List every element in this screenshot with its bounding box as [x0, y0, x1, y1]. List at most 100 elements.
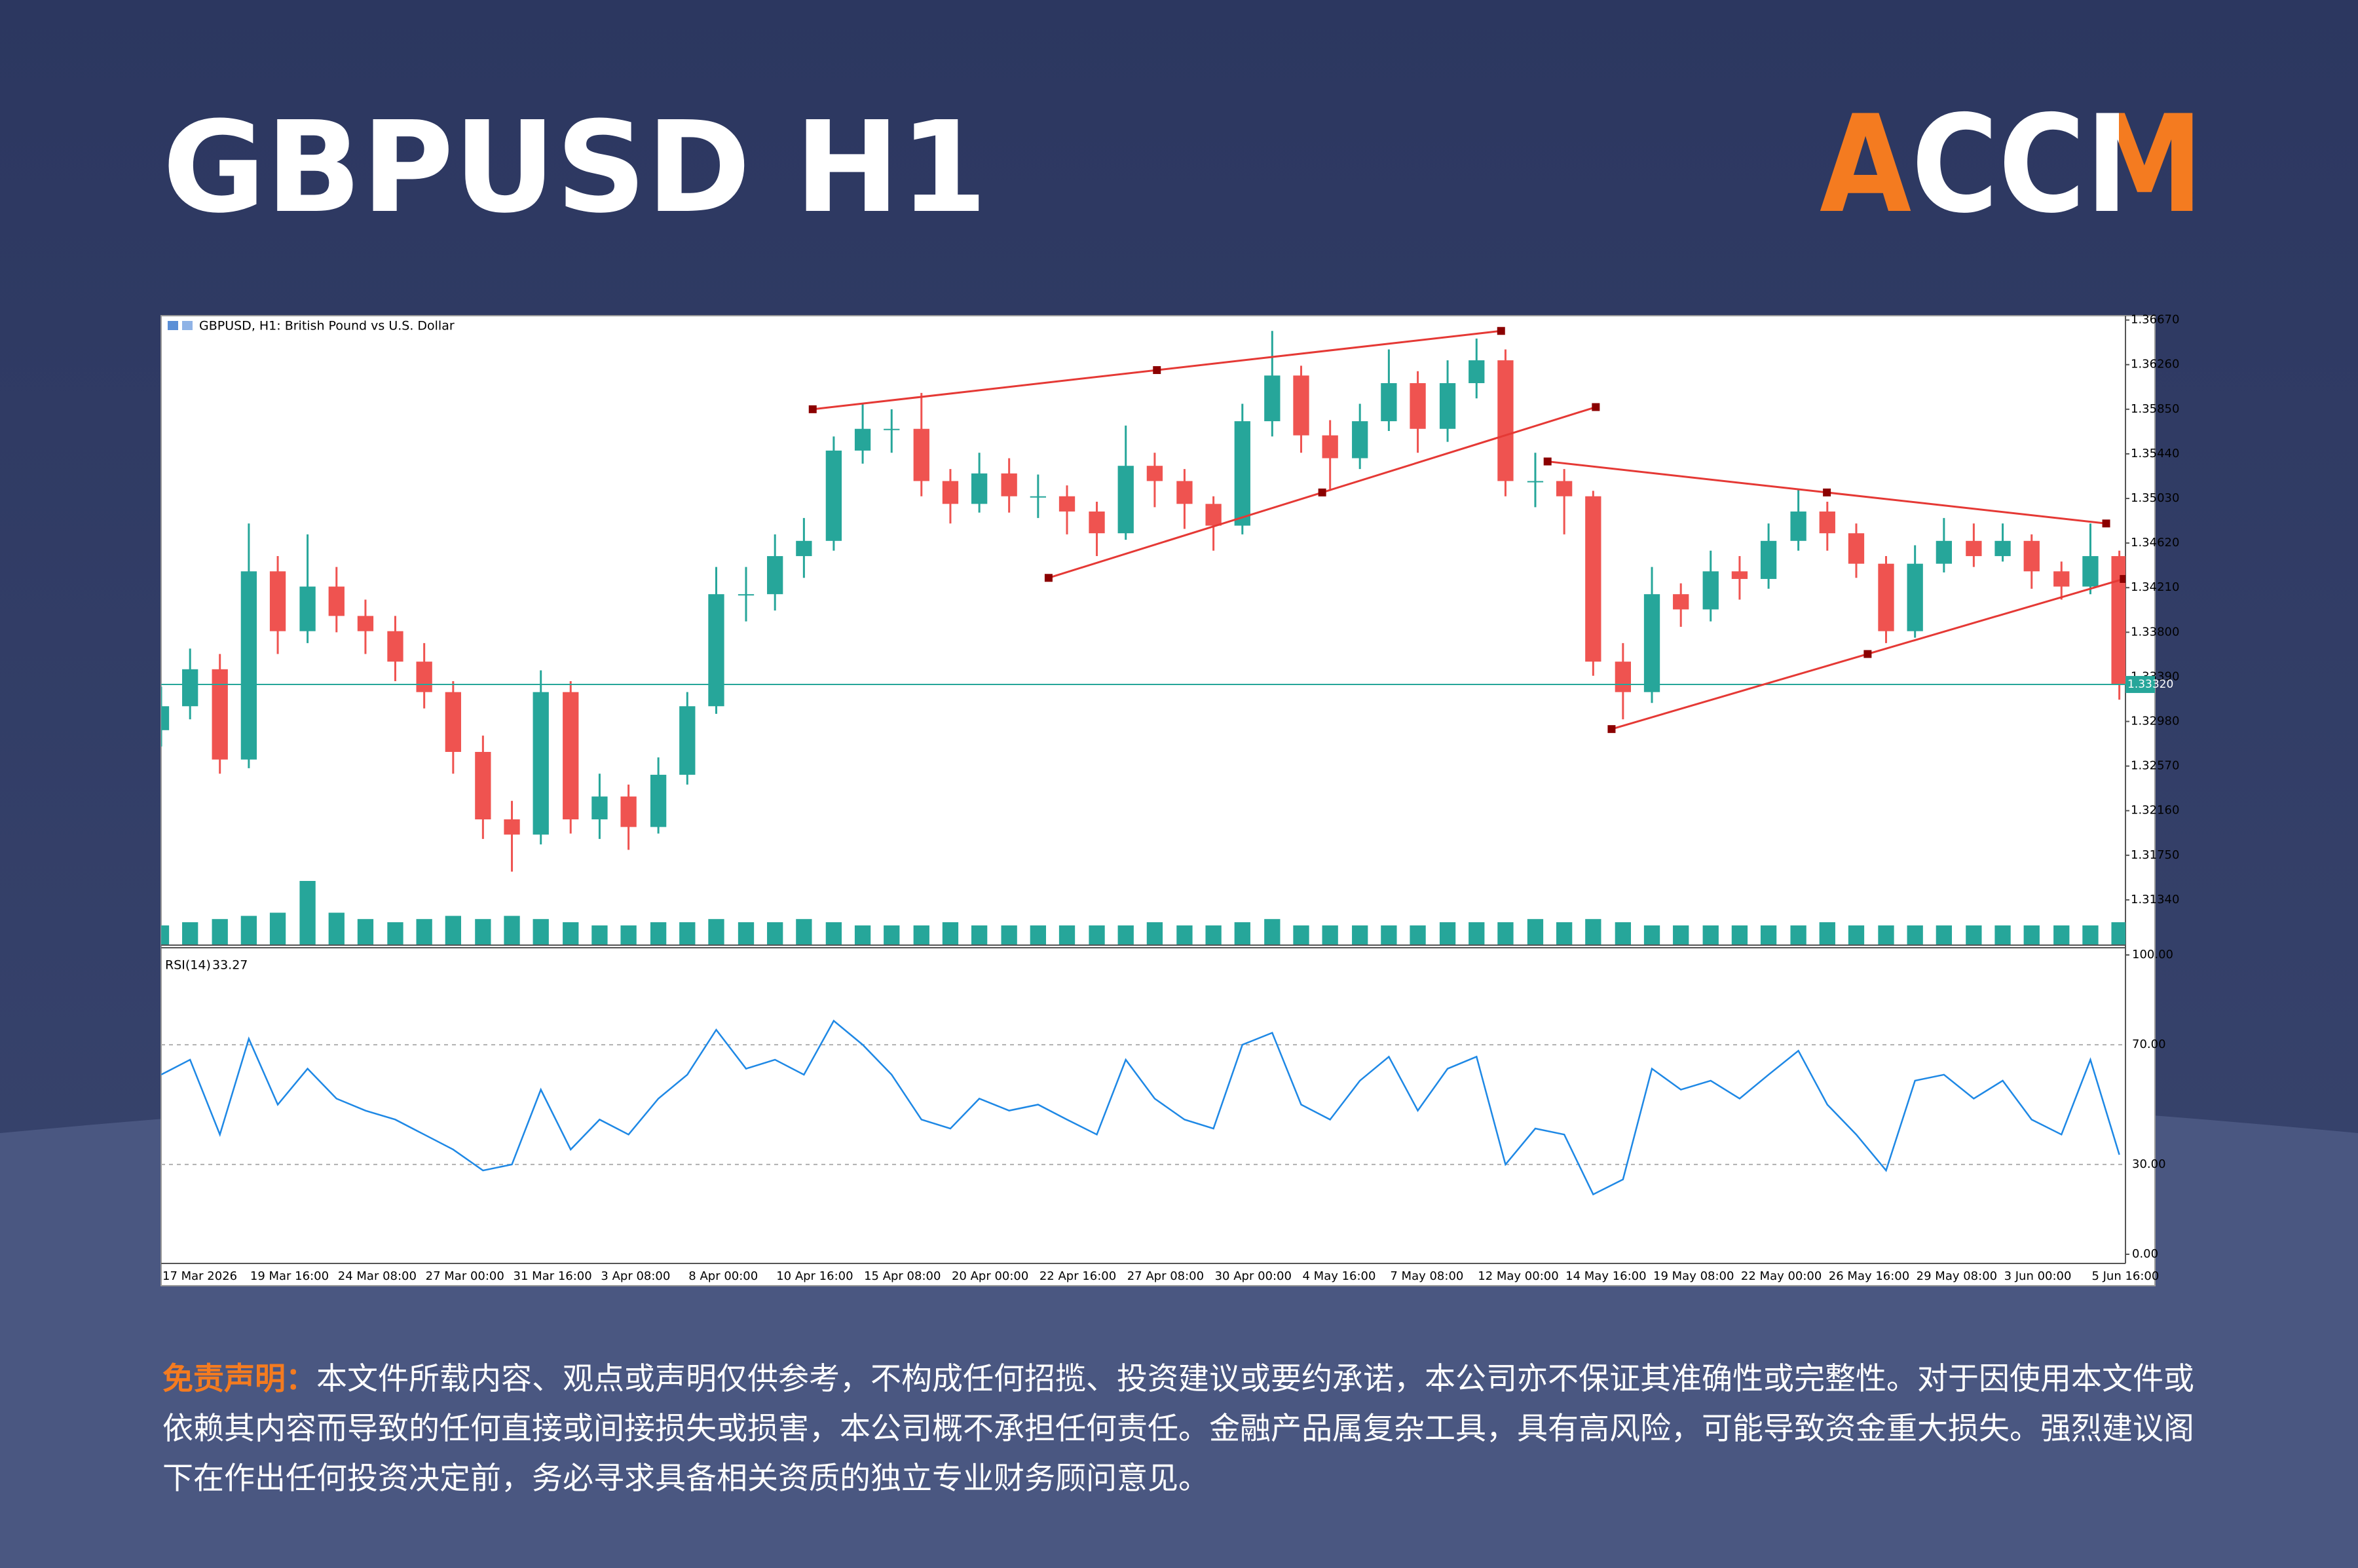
candle-body	[1643, 594, 1660, 692]
volume-bar	[1058, 925, 1076, 944]
candle-body	[2023, 540, 2040, 572]
volume-bar	[1878, 925, 1894, 944]
volume-bar	[475, 919, 491, 944]
candle-body	[387, 631, 403, 662]
candle-body	[1936, 540, 1953, 564]
volume-bar	[1731, 925, 1748, 944]
volume-bar	[1322, 925, 1338, 944]
volume-bar	[161, 925, 170, 944]
candle-body	[1731, 571, 1748, 579]
volume-bar	[1819, 922, 1835, 944]
icon	[168, 321, 178, 330]
volume-bar	[2053, 925, 2070, 944]
volume-bar	[299, 881, 316, 944]
trendline-mid-anchor	[1153, 366, 1161, 375]
volume-bar	[767, 922, 783, 944]
candle-body	[1205, 504, 1222, 526]
candle-body	[1410, 383, 1426, 429]
volume-bar	[445, 916, 461, 944]
volume-bar	[913, 925, 929, 944]
volume-bar	[1585, 919, 1601, 944]
candle-body	[1352, 421, 1368, 458]
trendline-anchor	[808, 405, 817, 413]
chart-panel: GBPUSD, H1: British Pound vs U.S. Dollar…	[160, 313, 2179, 1286]
volume-bar	[1469, 922, 1485, 944]
candle-body	[2053, 571, 2070, 587]
volume-bar	[1293, 925, 1309, 944]
volume-bar	[1030, 925, 1046, 944]
candle-body	[161, 706, 170, 730]
volume-bar	[416, 919, 432, 944]
candle-body	[1497, 360, 1514, 481]
volume-bar	[504, 916, 520, 944]
candle-body	[1819, 511, 1835, 534]
volume-bar	[212, 919, 228, 944]
candle-body	[1030, 496, 1046, 498]
volume-bar	[1994, 925, 2011, 944]
candle-body	[1439, 383, 1456, 429]
candle-body	[240, 571, 257, 760]
candle-body	[1381, 383, 1397, 422]
y-tick-label: 1.32980	[2131, 715, 2179, 728]
candle-body	[328, 586, 345, 616]
x-tick-label: 3 Jun 00:00	[2004, 1269, 2072, 1283]
volume-bar	[1790, 925, 1806, 944]
candle-body	[1117, 466, 1134, 534]
candle-body	[591, 796, 608, 819]
x-tick-label: 10 Apr 16:00	[776, 1269, 853, 1283]
volume-bar	[357, 919, 374, 944]
trendline-mid-anchor	[1823, 488, 1831, 496]
rsi-value: 33.27	[212, 958, 248, 973]
x-tick-label: 27 Apr 08:00	[1127, 1269, 1204, 1283]
volume-bar	[825, 922, 842, 944]
candle-body	[1966, 540, 1982, 557]
y-tick-label: 1.36670	[2131, 313, 2179, 327]
volume-bar	[2111, 922, 2125, 944]
volume-bar	[1439, 922, 1456, 944]
candle-body	[767, 556, 783, 595]
volume-bar	[1146, 922, 1163, 944]
x-tick-label: 7 May 08:00	[1390, 1269, 1463, 1283]
candle-body	[1907, 563, 1923, 631]
y-tick-label: 1.34620	[2131, 536, 2179, 550]
volume-bar	[738, 922, 755, 944]
rsi-tick-label: 0.00	[2132, 1247, 2158, 1261]
candle-body	[182, 669, 198, 707]
candle-body	[796, 540, 812, 557]
x-tick-label: 30 Apr 00:00	[1215, 1269, 1292, 1283]
candle-body	[1234, 421, 1250, 526]
volume-bar	[591, 925, 608, 944]
rsi-line	[161, 1019, 2120, 1196]
x-tick-label: 22 May 00:00	[1741, 1269, 1822, 1283]
candle-body	[269, 571, 286, 631]
volume-bar	[1205, 925, 1222, 944]
candle-body	[620, 796, 637, 827]
candle-body	[1615, 662, 1631, 692]
price-plot	[161, 327, 2125, 944]
current-price-label: 1.33320	[2127, 678, 2173, 691]
y-tick-label: 1.35440	[2131, 447, 2179, 460]
candle-body	[1673, 594, 1689, 610]
candle-body	[913, 428, 929, 481]
y-tick-label: 1.32570	[2131, 759, 2179, 773]
volume-bar	[1527, 919, 1544, 944]
trendline-mid-anchor	[1863, 650, 1872, 658]
candle-body	[357, 616, 374, 631]
candle-body	[1322, 435, 1338, 458]
candle-body	[563, 692, 579, 819]
x-tick-label: 17 Mar 2026	[162, 1269, 237, 1283]
volume-bar	[1615, 922, 1631, 944]
candle-body	[1058, 496, 1076, 512]
candle-body	[884, 428, 900, 430]
candle-body	[1702, 571, 1719, 610]
volume-bar	[1352, 925, 1368, 944]
rsi-plot	[161, 1019, 2125, 1196]
volume-bar	[2082, 925, 2099, 944]
volume-bar	[1760, 925, 1777, 944]
volume-bar	[2023, 925, 2040, 944]
candle-body	[1264, 375, 1281, 422]
y-tick-label: 1.31340	[2131, 893, 2179, 906]
volume-bar	[1497, 922, 1514, 944]
x-tick-label: 4 May 16:00	[1302, 1269, 1376, 1283]
